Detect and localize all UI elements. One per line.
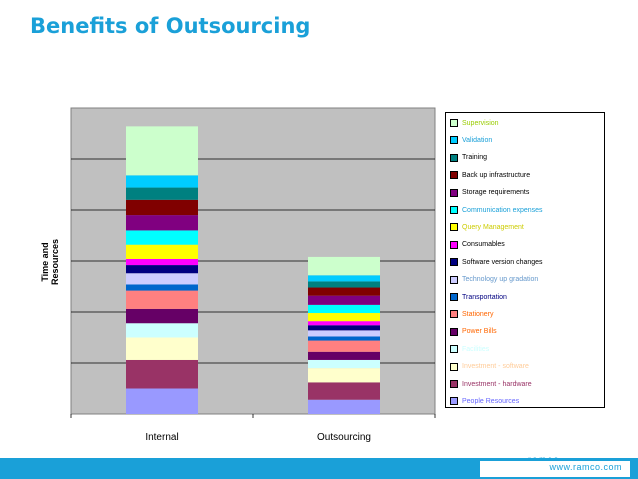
bar-internal-consumables [126, 258, 198, 266]
legend-label: Back up infrastructure [462, 171, 531, 179]
legend-label: Transportation [462, 293, 507, 301]
legend-label: Supervision [462, 119, 499, 127]
legend-item: Query Management [450, 221, 524, 233]
legend-swatch [450, 171, 458, 180]
bar-outsourcing-storage-requirements [308, 295, 380, 305]
legend-item: Communication expenses [450, 204, 543, 216]
bar-internal-training [126, 187, 198, 200]
bar-outsourcing-transportation [308, 336, 380, 341]
bar-outsourcing-power-bills [308, 351, 380, 360]
legend-item: Software version changes [450, 256, 543, 268]
legend-label: Technology up gradation [462, 276, 539, 284]
legend-swatch [450, 275, 458, 284]
legend-item: Consumables [450, 239, 505, 251]
legend-item: Technology up gradation [450, 274, 538, 286]
bar-internal-storage-requirements [126, 215, 198, 231]
legend-item: Transportation [450, 291, 507, 303]
bar-outsourcing-stationery [308, 340, 380, 352]
legend-item: Back up infrastructure [450, 169, 530, 181]
legend-label: Communication expenses [462, 206, 543, 214]
legend-item: Stationery [450, 308, 494, 320]
legend-item: Investment - hardware [450, 378, 532, 390]
y-axis-label: Time andResources [40, 239, 60, 285]
bar-internal-investment-hardware [126, 359, 198, 389]
legend-swatch [450, 345, 458, 354]
legend-label: Stationery [462, 310, 494, 318]
bar-internal-people-resources [126, 388, 198, 414]
legend-item: Facilities [450, 343, 489, 355]
legend-label: Validation [462, 136, 493, 144]
bar-outsourcing-communication-expenses [308, 304, 380, 314]
legend-label: Query Management [462, 223, 524, 231]
legend-swatch [450, 310, 458, 319]
legend-item: Validation [450, 134, 492, 146]
bar-outsourcing-back-up-infrastructure [308, 287, 380, 296]
legend-swatch [450, 258, 458, 267]
bar-outsourcing-query-management [308, 313, 380, 322]
x-tick-label: Outsourcing [317, 432, 371, 443]
legend-swatch [450, 206, 458, 214]
bar-internal-back-up-infrastructure [126, 199, 198, 216]
bar-outsourcing-training [308, 281, 380, 288]
legend-swatch [450, 240, 458, 249]
legend-swatch [450, 380, 458, 388]
legend-item: People Resources [450, 395, 519, 407]
bar-outsourcing-software-version-changes [308, 325, 380, 331]
bar-outsourcing-investment-software [308, 368, 380, 383]
bar-outsourcing-validation [308, 275, 380, 282]
bar-outsourcing-facilities [308, 359, 380, 369]
legend-label: Software version changes [462, 258, 543, 266]
legend-label: Storage requirements [462, 189, 530, 197]
bar-internal-communication-expenses [126, 230, 198, 245]
bar-internal-supervision [126, 126, 198, 176]
bar-outsourcing-people-resources [308, 399, 380, 414]
bar-internal-power-bills [126, 308, 198, 324]
legend-label: Investment - software [462, 363, 529, 371]
legend-swatch [450, 362, 458, 371]
legend-label: Consumables [462, 241, 505, 249]
bar-internal-transportation [126, 284, 198, 291]
slide-title: Benefits of Outsourcing [30, 14, 311, 38]
legend-swatch [450, 223, 458, 232]
legend-label: Power Bills [462, 328, 497, 336]
bar-internal-technology-up-gradation [126, 273, 198, 285]
legend-swatch [450, 153, 458, 162]
bar-internal-facilities [126, 323, 198, 338]
legend-swatch [450, 293, 458, 301]
legend-label: People Resources [462, 397, 520, 405]
footer-brand: ramco [528, 456, 561, 461]
footer-url: www.ramco.com [549, 462, 622, 472]
legend-item: Storage requirements [450, 187, 529, 199]
bar-internal-investment-software [126, 337, 198, 360]
legend-item: Investment - software [450, 361, 529, 373]
legend-label: Training [462, 154, 488, 162]
bar-outsourcing-consumables [308, 321, 380, 326]
legend-item: Training [450, 152, 487, 164]
x-tick-label: Internal [145, 432, 178, 443]
legend-swatch [450, 397, 458, 406]
legend-swatch [450, 327, 458, 336]
legend-swatch [450, 119, 458, 127]
legend-label: Facilities [462, 345, 490, 353]
footer-bar [0, 458, 638, 479]
bar-outsourcing-technology-up-gradation [308, 330, 380, 337]
bar-outsourcing-supervision [308, 256, 380, 276]
legend-label: Investment - hardware [462, 380, 532, 388]
footer-url-box: www.ramco.com [480, 461, 630, 477]
legend-item: Power Bills [450, 326, 497, 338]
bar-internal-query-management [126, 244, 198, 259]
bar-outsourcing-investment-hardware [308, 382, 380, 400]
legend-swatch [450, 188, 458, 197]
bar-internal-validation [126, 175, 198, 188]
bar-internal-software-version-changes [126, 265, 198, 274]
bar-internal-stationery [126, 290, 198, 309]
legend-item: Supervision [450, 117, 499, 129]
chart-legend: Supervision Validation Training Back up inf… [445, 112, 605, 408]
legend-swatch [450, 136, 458, 145]
